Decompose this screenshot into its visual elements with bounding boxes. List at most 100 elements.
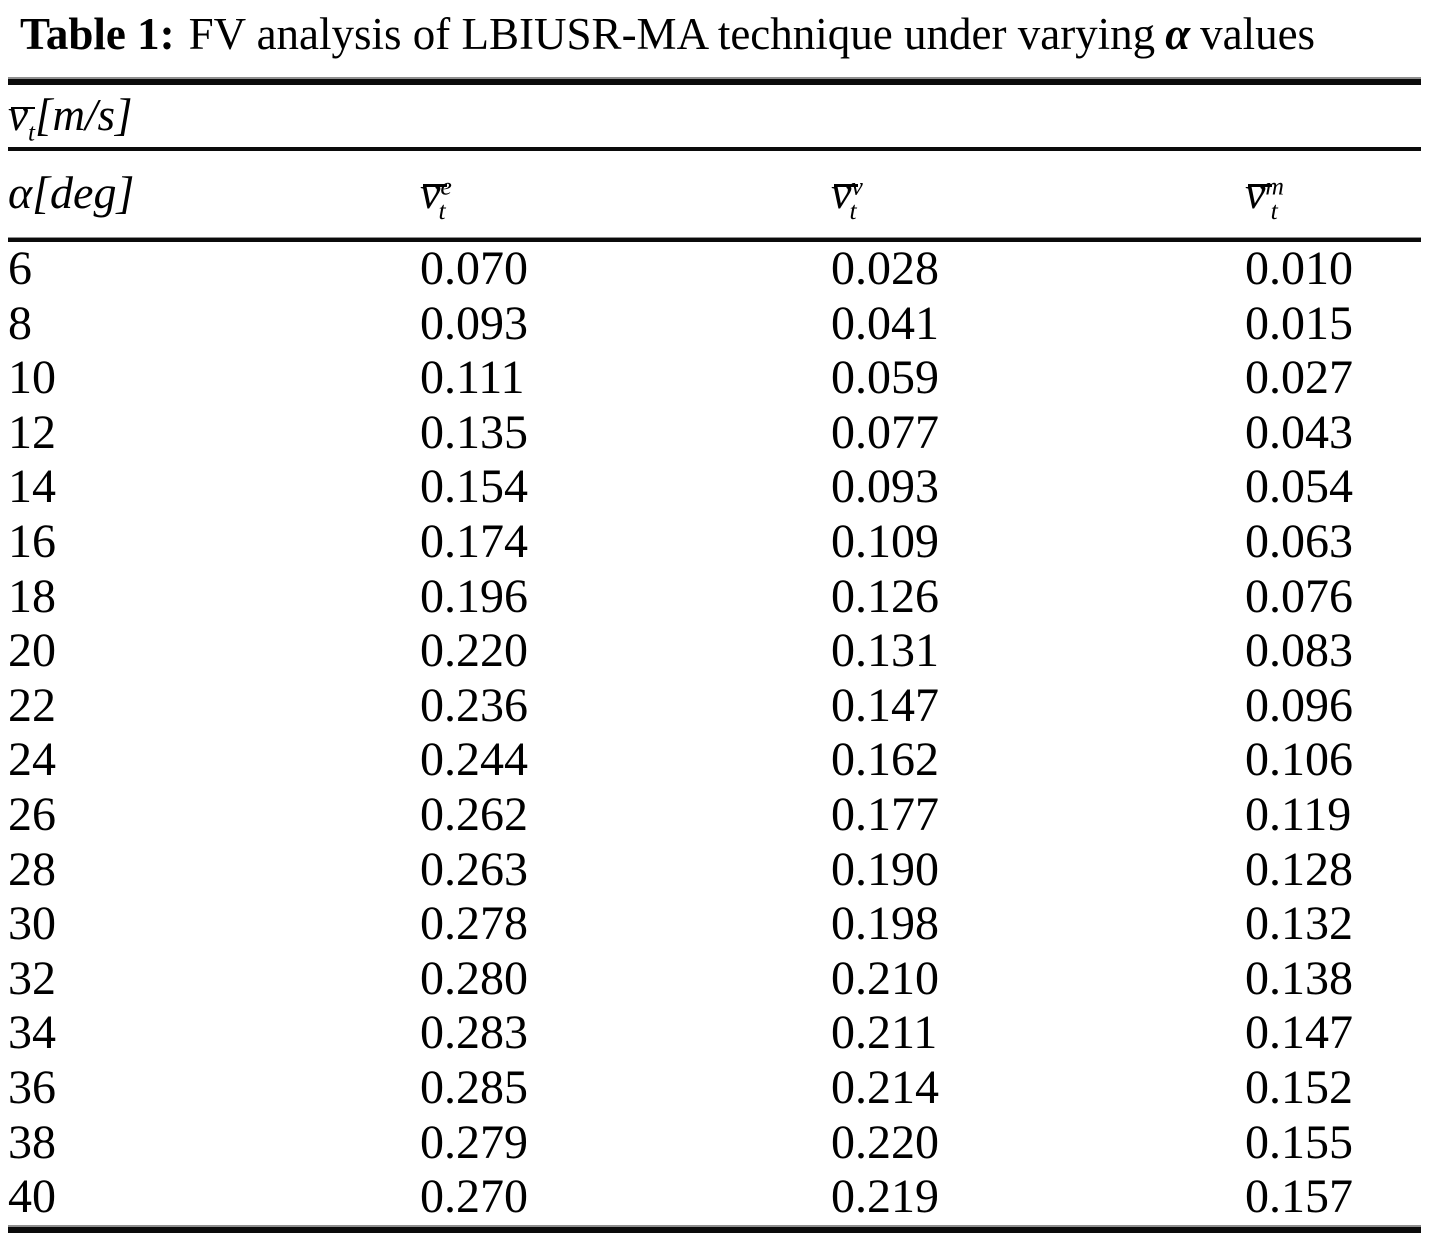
velocity-value-cell: 0.162 — [831, 733, 939, 787]
velocity-value-cell: 0.010 — [1245, 242, 1353, 295]
table-row: 24 0.244 0.162 0.106 — [8, 733, 1421, 788]
table-row: 38 0.279 0.220 0.155 — [8, 1116, 1421, 1171]
velocity-value-cell: 0.093 — [831, 460, 939, 514]
velocity-value-cell: 0.147 — [1245, 1006, 1353, 1060]
table-row: 28 0.263 0.190 0.128 — [8, 843, 1421, 898]
table-row: 20 0.220 0.131 0.083 — [8, 624, 1421, 679]
table-row: 30 0.278 0.198 0.132 — [8, 897, 1421, 952]
table-row: 34 0.283 0.211 0.147 — [8, 1006, 1421, 1061]
vbar-symbol: v — [420, 167, 448, 218]
velocity-value-cell: 0.190 — [831, 842, 939, 896]
alpha-value-cell: 12 — [8, 405, 56, 459]
velocity-value-cell: 0.041 — [831, 296, 939, 350]
velocity-value-cell: 0.174 — [420, 514, 528, 568]
vbar-symbol: v — [831, 167, 859, 218]
alpha-value-cell: 30 — [8, 897, 56, 951]
alpha-value-cell: 14 — [8, 460, 56, 514]
table-row: 8 0.093 0.041 0.015 — [8, 297, 1421, 352]
velocity-value-cell: 0.210 — [831, 951, 939, 1005]
alpha-value-cell: 34 — [8, 1006, 56, 1060]
table-row: 12 0.135 0.077 0.043 — [8, 406, 1421, 461]
velocity-value-cell: 0.054 — [1245, 460, 1353, 514]
velocity-value-cell: 0.270 — [420, 1170, 528, 1224]
subscript-t: t — [849, 195, 857, 225]
vbar-symbol: v — [1245, 167, 1273, 218]
paper-page: Table 1: FV analysis of LBIUSR-MA techniq… — [0, 6, 1429, 1233]
table-row: 14 0.154 0.093 0.054 — [8, 460, 1421, 515]
velocity-value-cell: 0.278 — [420, 897, 528, 951]
rule-under-column-headers — [8, 237, 1421, 242]
table-caption-label: Table 1: — [20, 9, 175, 59]
velocity-value-cell: 0.154 — [420, 460, 528, 514]
velocity-value-cell: 0.135 — [420, 405, 528, 459]
velocity-value-cell: 0.152 — [1245, 1060, 1353, 1114]
table-caption: Table 1: FV analysis of LBIUSR-MA techniq… — [20, 6, 1419, 62]
alpha-header-symbol: α — [8, 167, 33, 218]
velocity-value-cell: 0.126 — [831, 569, 939, 623]
alpha-header-unit: [deg] — [32, 167, 135, 218]
column-header-alpha: α[deg] — [8, 167, 420, 237]
table-row: 18 0.196 0.126 0.076 — [8, 570, 1421, 625]
unit-header-row: vt[m/s] — [8, 85, 1421, 147]
alpha-value-cell: 38 — [8, 1115, 56, 1169]
velocity-value-cell: 0.063 — [1245, 514, 1353, 568]
alpha-value-cell: 26 — [8, 787, 56, 841]
velocity-value-cell: 0.219 — [831, 1170, 939, 1224]
velocity-value-cell: 0.244 — [420, 733, 528, 787]
alpha-value-cell: 16 — [8, 514, 56, 568]
velocity-value-cell: 0.220 — [831, 1115, 939, 1169]
velocity-value-cell: 0.177 — [831, 787, 939, 841]
velocity-value-cell: 0.214 — [831, 1060, 939, 1114]
subscript-t: t — [1270, 195, 1278, 225]
alpha-value-cell: 20 — [8, 624, 56, 678]
velocity-value-cell: 0.236 — [420, 678, 528, 732]
velocity-value-cell: 0.211 — [831, 1006, 938, 1060]
velocity-value-cell: 0.070 — [420, 242, 528, 295]
table-row: 16 0.174 0.109 0.063 — [8, 515, 1421, 570]
velocity-value-cell: 0.285 — [420, 1060, 528, 1114]
velocity-value-cell: 0.132 — [1245, 897, 1353, 951]
velocity-value-cell: 0.131 — [831, 624, 939, 678]
table-row: 6 0.070 0.028 0.010 — [8, 242, 1421, 297]
velocity-value-cell: 0.119 — [1245, 787, 1352, 841]
alpha-value-cell: 36 — [8, 1060, 56, 1114]
table-row: 22 0.236 0.147 0.096 — [8, 679, 1421, 734]
table-row: 40 0.270 0.219 0.157 — [8, 1170, 1421, 1225]
velocity-value-cell: 0.028 — [831, 242, 939, 295]
alpha-value-cell: 32 — [8, 951, 56, 1005]
velocity-value-cell: 0.111 — [420, 351, 525, 405]
velocity-value-cell: 0.280 — [420, 951, 528, 1005]
velocity-value-cell: 0.157 — [1245, 1170, 1353, 1224]
alpha-value-cell: 8 — [8, 296, 32, 350]
velocity-value-cell: 0.106 — [1245, 733, 1353, 787]
vbar-symbol: v — [8, 90, 35, 140]
table-row: 36 0.285 0.214 0.152 — [8, 1061, 1421, 1116]
unit-header-vbar: vt[m/s] — [8, 90, 133, 146]
velocity-value-cell: 0.059 — [831, 351, 939, 405]
column-header-vt-e: vet — [420, 167, 831, 237]
velocity-value-cell: 0.109 — [831, 514, 939, 568]
table-caption-suffix: values — [1200, 9, 1316, 59]
velocity-value-cell: 0.138 — [1245, 951, 1353, 1005]
column-header-vt-m: vmt — [1245, 167, 1421, 237]
rule-top — [8, 77, 1421, 85]
table-body: 6 0.070 0.028 0.010 8 0.093 0.041 0.015 10 0.111 0… — [8, 242, 1421, 1225]
table-caption-text: FV analysis of LBIUSR-MA technique under… — [188, 9, 1156, 59]
alpha-value-cell: 6 — [8, 242, 32, 295]
rule-bottom — [8, 1224, 1421, 1233]
table-row: 10 0.111 0.059 0.027 — [8, 351, 1421, 406]
superscript-m: m — [1265, 171, 1285, 201]
velocity-value-cell: 0.043 — [1245, 405, 1353, 459]
velocity-value-cell: 0.220 — [420, 624, 528, 678]
velocity-value-cell: 0.015 — [1245, 296, 1353, 350]
alpha-value-cell: 10 — [8, 351, 56, 405]
data-table: vt[m/s] α[deg] vet vvt vmt 6 0.070 0.028 0.… — [8, 77, 1421, 1233]
velocity-value-cell: 0.128 — [1245, 842, 1353, 896]
alpha-symbol: α — [1165, 9, 1191, 59]
velocity-value-cell: 0.283 — [420, 1006, 528, 1060]
velocity-value-cell: 0.279 — [420, 1115, 528, 1169]
alpha-value-cell: 18 — [8, 569, 56, 623]
velocity-value-cell: 0.155 — [1245, 1115, 1353, 1169]
velocity-value-cell: 0.027 — [1245, 351, 1353, 405]
velocity-value-cell: 0.093 — [420, 296, 528, 350]
